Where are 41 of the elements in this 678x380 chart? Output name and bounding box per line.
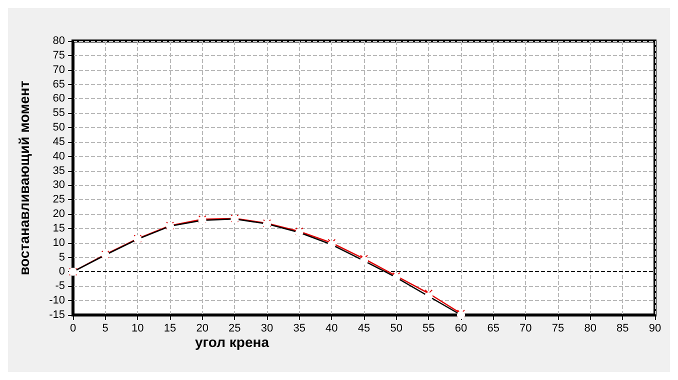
y-tick-label: 75 bbox=[52, 49, 65, 62]
x-tick-label: 35 bbox=[293, 322, 306, 334]
y-tick-label: -5 bbox=[55, 280, 65, 292]
y-tick-label: 80 bbox=[52, 35, 65, 47]
x-tick-label: 45 bbox=[358, 322, 370, 334]
y-tick-label: 40 bbox=[52, 150, 65, 162]
x-tick-label: 65 bbox=[487, 322, 500, 334]
y-tick-label: 15 bbox=[52, 222, 65, 234]
x-tick-label: 75 bbox=[552, 322, 564, 334]
y-tick-label: 25 bbox=[52, 194, 65, 206]
x-tick-label: 90 bbox=[648, 322, 662, 334]
y-tick-label: 20 bbox=[52, 208, 65, 220]
y-tick-label: 45 bbox=[52, 136, 65, 148]
y-tick-label: 35 bbox=[52, 164, 65, 177]
y-tick-label: 0 bbox=[58, 266, 65, 278]
y-tick-label: -10 bbox=[49, 294, 65, 307]
y-tick-label: 60 bbox=[52, 92, 65, 105]
x-tick-label: 70 bbox=[520, 322, 532, 334]
y-tick-label: 65 bbox=[52, 78, 65, 90]
y-tick-label: 50 bbox=[52, 122, 65, 134]
x-tick-label: 10 bbox=[132, 322, 144, 334]
y-tick-label: 55 bbox=[52, 107, 65, 120]
y-axis-title: востанавливающий момент bbox=[16, 80, 32, 276]
x-tick-label: 15 bbox=[164, 322, 176, 334]
x-tick-label: 25 bbox=[228, 322, 241, 334]
x-tick-label: 30 bbox=[260, 322, 274, 334]
y-tick-label: -15 bbox=[49, 309, 65, 321]
x-tick-label: 85 bbox=[616, 322, 629, 334]
y-tick-label: 30 bbox=[52, 179, 65, 192]
x-tick-label: 20 bbox=[196, 322, 208, 334]
y-tick-label: 70 bbox=[52, 64, 65, 76]
y-tick-label: 10 bbox=[52, 236, 65, 249]
x-tick-label: 55 bbox=[422, 322, 435, 334]
x-axis-title: угол крена bbox=[195, 334, 270, 350]
y-tick-label: 5 bbox=[58, 251, 65, 264]
x-tick-label: 80 bbox=[584, 322, 596, 334]
x-tick-label: 40 bbox=[326, 322, 338, 334]
x-tick-label: 50 bbox=[390, 322, 402, 334]
x-tick-label: 0 bbox=[70, 322, 76, 334]
x-tick-label: 60 bbox=[454, 322, 468, 334]
x-tick-label: 5 bbox=[102, 322, 108, 334]
